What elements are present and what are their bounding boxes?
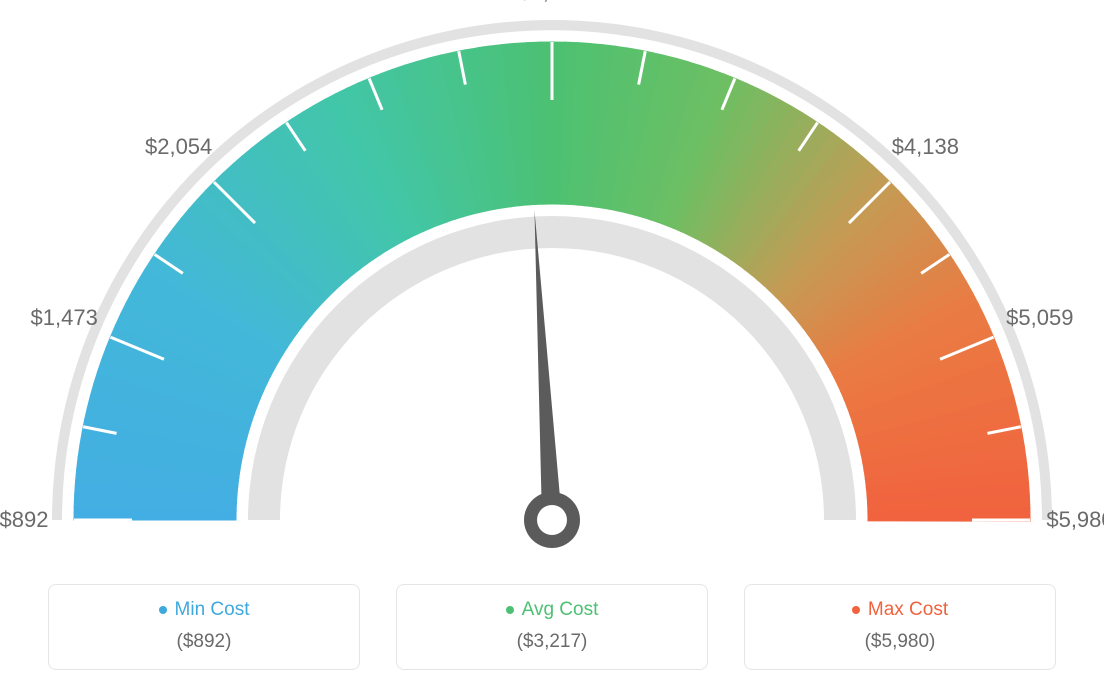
legend-value-min: ($892) — [49, 631, 359, 653]
gauge-tick-label: $4,138 — [892, 134, 959, 160]
gauge-tick-label: $5,980 — [1046, 507, 1104, 533]
gauge-tick-label: $5,059 — [1006, 305, 1073, 331]
legend-card-min: Min Cost ($892) — [48, 584, 360, 670]
gauge-tick-label: $3,217 — [518, 0, 585, 5]
legend-value-avg: ($3,217) — [397, 631, 707, 653]
legend-value-max: ($5,980) — [745, 631, 1055, 653]
legend-row: Min Cost ($892) Avg Cost ($3,217) Max Co… — [0, 584, 1104, 670]
dot-icon — [159, 606, 167, 614]
gauge-tick-label: $892 — [0, 507, 48, 533]
gauge-svg — [0, 0, 1104, 560]
gauge-tick-label: $2,054 — [145, 134, 212, 160]
dot-icon — [506, 606, 514, 614]
legend-card-max: Max Cost ($5,980) — [744, 584, 1056, 670]
legend-title-text: Min Cost — [175, 599, 250, 621]
legend-card-avg: Avg Cost ($3,217) — [396, 584, 708, 670]
dot-icon — [852, 606, 860, 614]
gauge-chart: $892 $1,473 $2,054 $3,217 $4,138 $5,059 $5,980 — [0, 0, 1104, 560]
legend-title-text: Avg Cost — [522, 599, 599, 621]
legend-title-min: Min Cost — [159, 599, 250, 621]
legend-title-max: Max Cost — [852, 599, 948, 621]
gauge-tick-label: $1,473 — [31, 305, 98, 331]
legend-title-text: Max Cost — [868, 599, 948, 621]
legend-title-avg: Avg Cost — [506, 599, 599, 621]
